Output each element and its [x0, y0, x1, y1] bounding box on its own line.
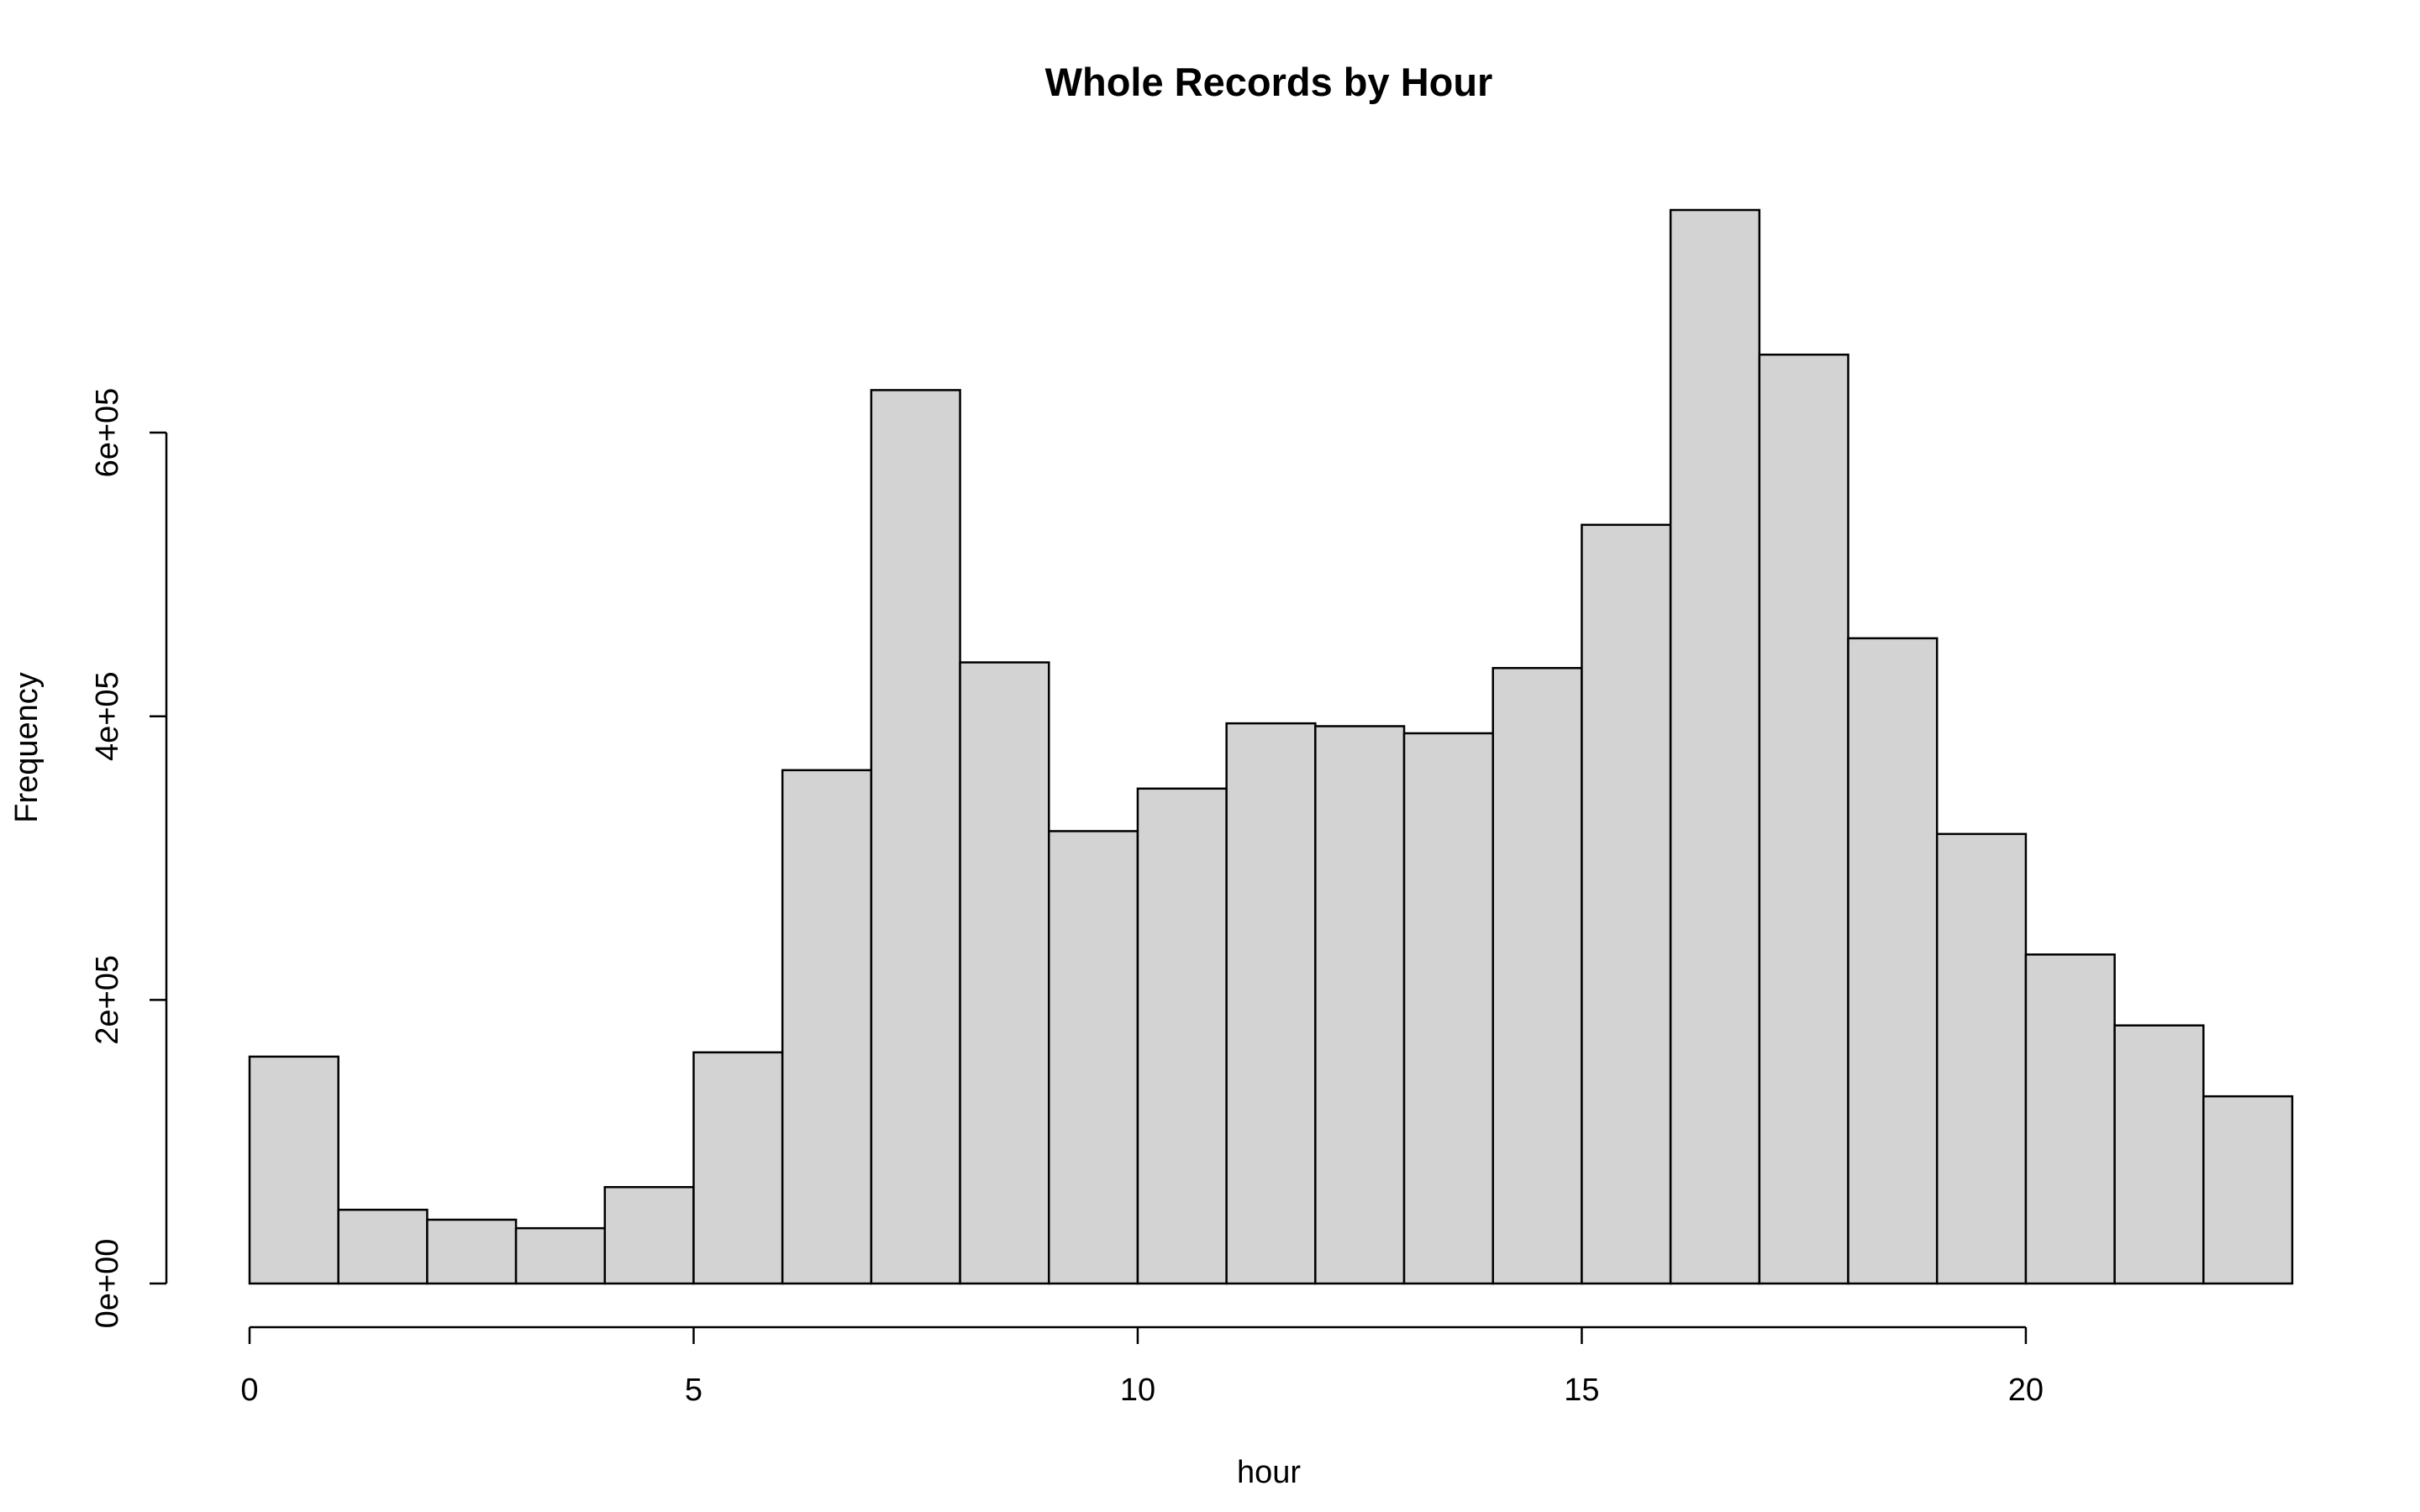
- x-tick-label: 5: [685, 1373, 702, 1408]
- y-tick-label: 0e+00: [90, 1239, 125, 1329]
- histogram-bar-16: [1669, 208, 1761, 1285]
- histogram-bar-3: [514, 1226, 607, 1285]
- histogram-bar-6: [781, 769, 873, 1285]
- histogram-bar-11: [1225, 722, 1317, 1285]
- x-tick-label: 20: [2008, 1373, 2044, 1408]
- histogram-bar-17: [1758, 353, 1849, 1285]
- histogram-bar-10: [1136, 787, 1228, 1285]
- y-axis-label: Frequency: [9, 672, 45, 823]
- histogram-bar-21: [2113, 1024, 2205, 1285]
- y-tick-label: 4e+05: [90, 671, 125, 761]
- histogram-bar-8: [959, 661, 1050, 1285]
- histogram-bar-1: [337, 1208, 429, 1285]
- y-tick-label: 2e+05: [90, 955, 125, 1045]
- histogram-bar-19: [1935, 832, 2028, 1285]
- x-tick-label: 0: [240, 1373, 258, 1408]
- histogram-bar-15: [1581, 523, 1672, 1285]
- histogram-bar-14: [1491, 667, 1583, 1285]
- histogram-bar-9: [1048, 830, 1139, 1285]
- x-tick-label: 10: [1120, 1373, 1155, 1408]
- histogram-bar-20: [2024, 953, 2116, 1285]
- histogram-bar-7: [870, 389, 961, 1285]
- y-axis: 0e+00 2e+05 4e+05 6e+05: [90, 388, 168, 1329]
- x-tick-label: 15: [1564, 1373, 1599, 1408]
- y-tick-label: 6e+05: [90, 388, 125, 478]
- histogram-bar-12: [1314, 725, 1406, 1285]
- bars-group: [248, 208, 2294, 1285]
- histogram-bar-0: [248, 1055, 339, 1285]
- x-axis-label: hour: [1237, 1455, 1301, 1490]
- histogram-bar-13: [1402, 732, 1494, 1285]
- histogram-bar-4: [603, 1185, 695, 1285]
- histogram-bar-2: [426, 1218, 518, 1285]
- histogram-bar-5: [692, 1051, 784, 1285]
- x-axis: 0 5 10 15 20: [240, 1326, 2044, 1408]
- chart-title: Whole Records by Hour: [1045, 60, 1493, 104]
- histogram-bar-18: [1847, 637, 1939, 1285]
- histogram-bar-22: [2202, 1095, 2294, 1285]
